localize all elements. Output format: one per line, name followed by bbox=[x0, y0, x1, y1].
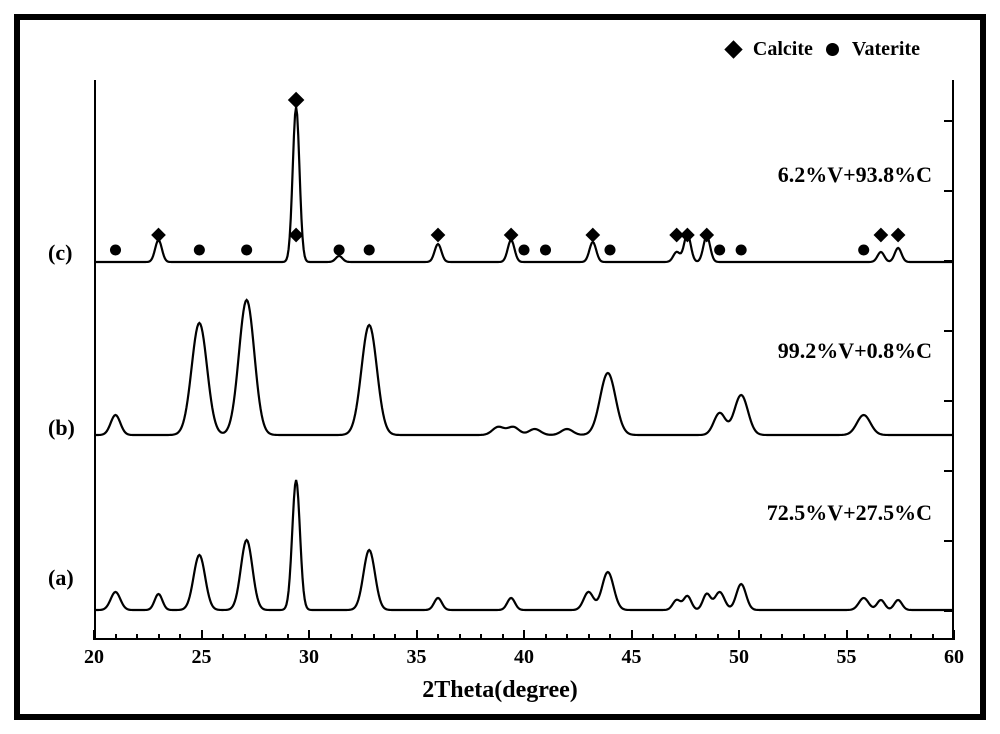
vaterite-marker-icon bbox=[241, 244, 252, 255]
x-tick-minor bbox=[287, 634, 289, 640]
legend-label-calcite: Calcite bbox=[753, 38, 813, 61]
x-tick-minor bbox=[889, 634, 891, 640]
x-tick-minor bbox=[373, 634, 375, 640]
x-tick-label: 35 bbox=[407, 646, 427, 669]
x-tick-minor bbox=[351, 634, 353, 640]
trace-b bbox=[94, 300, 954, 435]
y-tick-right bbox=[944, 330, 954, 332]
x-tick-minor bbox=[437, 634, 439, 640]
legend-marker-diamond bbox=[724, 40, 742, 58]
x-tick-minor bbox=[717, 634, 719, 640]
vaterite-marker-icon bbox=[604, 244, 615, 255]
trace-composition-b: 99.2%V+0.8%C bbox=[778, 338, 932, 364]
x-tick-major bbox=[308, 630, 310, 640]
x-tick-minor bbox=[115, 634, 117, 640]
vaterite-marker-icon bbox=[540, 244, 551, 255]
x-tick-minor bbox=[179, 634, 181, 640]
legend-label-vaterite: Vaterite bbox=[852, 38, 920, 61]
vaterite-marker-icon bbox=[736, 244, 747, 255]
x-tick-major bbox=[93, 630, 95, 640]
vaterite-marker-icon bbox=[858, 244, 869, 255]
x-tick-minor bbox=[867, 634, 869, 640]
x-tick-major bbox=[523, 630, 525, 640]
x-tick-minor bbox=[588, 634, 590, 640]
x-tick-label: 25 bbox=[192, 646, 212, 669]
x-tick-minor bbox=[695, 634, 697, 640]
vaterite-marker-icon bbox=[334, 244, 345, 255]
x-tick-major bbox=[631, 630, 633, 640]
y-tick-right bbox=[944, 190, 954, 192]
x-tick-label: 55 bbox=[837, 646, 857, 669]
x-tick-label: 45 bbox=[622, 646, 642, 669]
trace-label-a: (a) bbox=[48, 565, 74, 591]
x-tick-minor bbox=[609, 634, 611, 640]
calcite-marker-icon bbox=[504, 228, 519, 243]
x-tick-minor bbox=[394, 634, 396, 640]
x-tick-label: 30 bbox=[299, 646, 319, 669]
x-tick-minor bbox=[480, 634, 482, 640]
y-tick-right bbox=[944, 400, 954, 402]
x-tick-minor bbox=[158, 634, 160, 640]
x-tick-minor bbox=[566, 634, 568, 640]
x-tick-major bbox=[416, 630, 418, 640]
x-tick-major bbox=[846, 630, 848, 640]
x-tick-minor bbox=[932, 634, 934, 640]
x-tick-label: 20 bbox=[84, 646, 104, 669]
y-tick-right bbox=[944, 470, 954, 472]
x-tick-minor bbox=[803, 634, 805, 640]
trace-composition-a: 72.5%V+27.5%C bbox=[767, 500, 932, 526]
y-tick-right bbox=[944, 260, 954, 262]
x-tick-minor bbox=[459, 634, 461, 640]
x-tick-minor bbox=[760, 634, 762, 640]
x-tick-minor bbox=[674, 634, 676, 640]
figure-frame: Calcite Vaterite (c) (b) (a) 6.2%V+93.8%… bbox=[14, 14, 986, 720]
calcite-marker-icon bbox=[874, 228, 889, 243]
x-tick-minor bbox=[781, 634, 783, 640]
x-tick-minor bbox=[502, 634, 504, 640]
trace-label-c: (c) bbox=[48, 240, 72, 266]
plot-area: 6.2%V+93.8%C 99.2%V+0.8%C 72.5%V+27.5%C … bbox=[94, 80, 954, 640]
vaterite-marker-icon bbox=[364, 244, 375, 255]
x-tick-minor bbox=[330, 634, 332, 640]
x-tick-label: 50 bbox=[729, 646, 749, 669]
trace-composition-c: 6.2%V+93.8%C bbox=[778, 162, 932, 188]
calcite-marker-icon bbox=[699, 228, 714, 243]
calcite-marker-icon bbox=[151, 228, 166, 243]
calcite-marker-icon bbox=[431, 228, 446, 243]
x-tick-major bbox=[953, 630, 955, 640]
calcite-marker-icon bbox=[585, 228, 600, 243]
legend: Calcite Vaterite bbox=[724, 38, 920, 61]
x-tick-label: 60 bbox=[944, 646, 964, 669]
y-tick-right bbox=[944, 120, 954, 122]
calcite-marker-icon bbox=[288, 92, 305, 109]
x-tick-major bbox=[738, 630, 740, 640]
vaterite-marker-icon bbox=[194, 244, 205, 255]
vaterite-marker-icon bbox=[110, 244, 121, 255]
x-tick-minor bbox=[545, 634, 547, 640]
vaterite-marker-icon bbox=[714, 244, 725, 255]
y-tick-right bbox=[944, 540, 954, 542]
legend-marker-circle bbox=[826, 43, 839, 56]
x-tick-minor bbox=[824, 634, 826, 640]
vaterite-marker-icon bbox=[518, 244, 529, 255]
x-tick-minor bbox=[910, 634, 912, 640]
x-tick-minor bbox=[265, 634, 267, 640]
x-tick-major bbox=[201, 630, 203, 640]
x-tick-minor bbox=[222, 634, 224, 640]
trace-label-b: (b) bbox=[48, 415, 75, 441]
x-tick-label: 40 bbox=[514, 646, 534, 669]
x-tick-minor bbox=[244, 634, 246, 640]
calcite-marker-icon bbox=[680, 228, 695, 243]
calcite-marker-icon bbox=[891, 228, 906, 243]
x-tick-minor bbox=[136, 634, 138, 640]
y-tick-right bbox=[944, 610, 954, 612]
x-tick-minor bbox=[652, 634, 654, 640]
x-axis-label-real: 2Theta(degree) bbox=[422, 677, 578, 704]
